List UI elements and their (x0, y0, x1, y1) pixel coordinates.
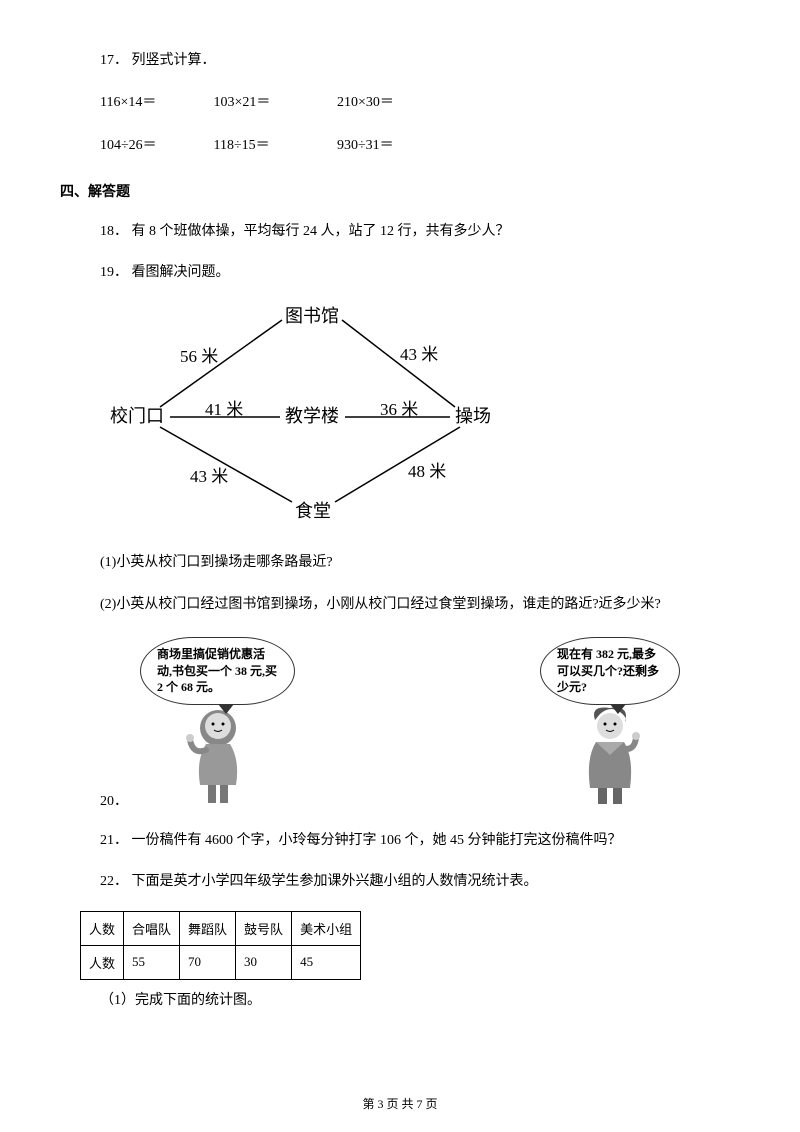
node-field: 操场 (455, 402, 491, 428)
table-cell: 70 (180, 945, 236, 979)
q-text: 一份稿件有 4600 个字，小玲每分钟打字 106 个，她 45 分钟能打完这份… (132, 833, 622, 848)
expr: 118÷15＝ (214, 135, 334, 157)
expr: 103×21＝ (214, 92, 334, 114)
edge-label: 48 米 (408, 457, 446, 482)
edge-label: 41 米 (205, 395, 243, 420)
question-17: 17． 列竖式计算． (100, 50, 740, 72)
table-cell: 美术小组 (292, 911, 361, 945)
table-cell: 30 (236, 945, 292, 979)
question-21: 21． 一份稿件有 4600 个字，小玲每分钟打字 106 个，她 45 分钟能… (100, 830, 740, 852)
expr: 930÷31＝ (337, 135, 394, 157)
table-cell: 55 (124, 945, 180, 979)
q-num: 22． (100, 874, 128, 889)
edge-label: 43 米 (400, 340, 438, 365)
q-text: 列竖式计算． (132, 53, 216, 68)
table-cell: 合唱队 (124, 911, 180, 945)
node-library: 图书馆 (285, 302, 339, 328)
table-cell: 人数 (81, 911, 124, 945)
edge-label: 43 米 (190, 462, 228, 487)
edge-label: 36 米 (380, 395, 418, 420)
person-left-icon (178, 700, 258, 810)
table-cell: 人数 (81, 945, 124, 979)
q19-sub1: (1)小英从校门口到操场走哪条路最近? (100, 552, 740, 574)
table-cell: 舞蹈队 (180, 911, 236, 945)
q-text: 看图解决问题。 (132, 265, 230, 280)
q-text: 有 8 个班做体操，平均每行 24 人，站了 12 行，共有多少人？ (132, 224, 510, 239)
q-num: 21． (100, 833, 128, 848)
expr: 116×14＝ (100, 92, 210, 114)
left-group: 商场里搞促销优惠活动,书包买一个 38 元,买 2 个 68 元。 (140, 637, 295, 810)
section-4-title: 四、解答题 (60, 181, 740, 201)
table-cell: 45 (292, 945, 361, 979)
right-group: 现在有 382 元,最多可以买几个?还剩多少元? (540, 637, 680, 810)
q-num: 20． (100, 794, 128, 809)
q-num: 17． (100, 53, 128, 68)
q-num: 18． (100, 224, 128, 239)
person-right-icon (570, 700, 650, 810)
expr-row-2: 104÷26＝ 118÷15＝ 930÷31＝ (100, 135, 740, 157)
expr: 210×30＝ (337, 92, 394, 114)
q22-sub1: （1）完成下面的统计图。 (100, 990, 740, 1012)
q-num: 19． (100, 265, 128, 280)
path-diagram: 图书馆 校门口 教学楼 操场 食堂 56 米 43 米 41 米 36 米 43… (110, 302, 530, 522)
bubble-illustration: 商场里搞促销优惠活动,书包买一个 38 元,买 2 个 68 元。 现在有 38… (140, 637, 680, 810)
question-22: 22． 下面是英才小学四年级学生参加课外兴趣小组的人数情况统计表。 (100, 871, 740, 893)
speech-bubble-right: 现在有 382 元,最多可以买几个?还剩多少元? (540, 637, 680, 705)
edge-label: 56 米 (180, 342, 218, 367)
q19-sub2: (2)小英从校门口经过图书馆到操场，小刚从校门口经过食堂到操场，谁走的路近?近多… (100, 594, 740, 616)
stats-table: 人数 合唱队 舞蹈队 鼓号队 美术小组 人数 55 70 30 45 (80, 911, 361, 980)
speech-bubble-left: 商场里搞促销优惠活动,书包买一个 38 元,买 2 个 68 元。 (140, 637, 295, 705)
table-cell: 鼓号队 (236, 911, 292, 945)
table-row: 人数 合唱队 舞蹈队 鼓号队 美术小组 (81, 911, 361, 945)
node-teach: 教学楼 (285, 402, 339, 428)
question-18: 18． 有 8 个班做体操，平均每行 24 人，站了 12 行，共有多少人？ (100, 221, 740, 243)
node-canteen: 食堂 (295, 497, 331, 523)
table-row: 人数 55 70 30 45 (81, 945, 361, 979)
node-gate: 校门口 (110, 402, 164, 428)
q-text: 下面是英才小学四年级学生参加课外兴趣小组的人数情况统计表。 (132, 874, 538, 889)
expr: 104÷26＝ (100, 135, 210, 157)
question-19: 19． 看图解决问题。 (100, 262, 740, 284)
page-footer: 第 3 页 共 7 页 (0, 1095, 800, 1112)
expr-row-1: 116×14＝ 103×21＝ 210×30＝ (100, 92, 740, 114)
